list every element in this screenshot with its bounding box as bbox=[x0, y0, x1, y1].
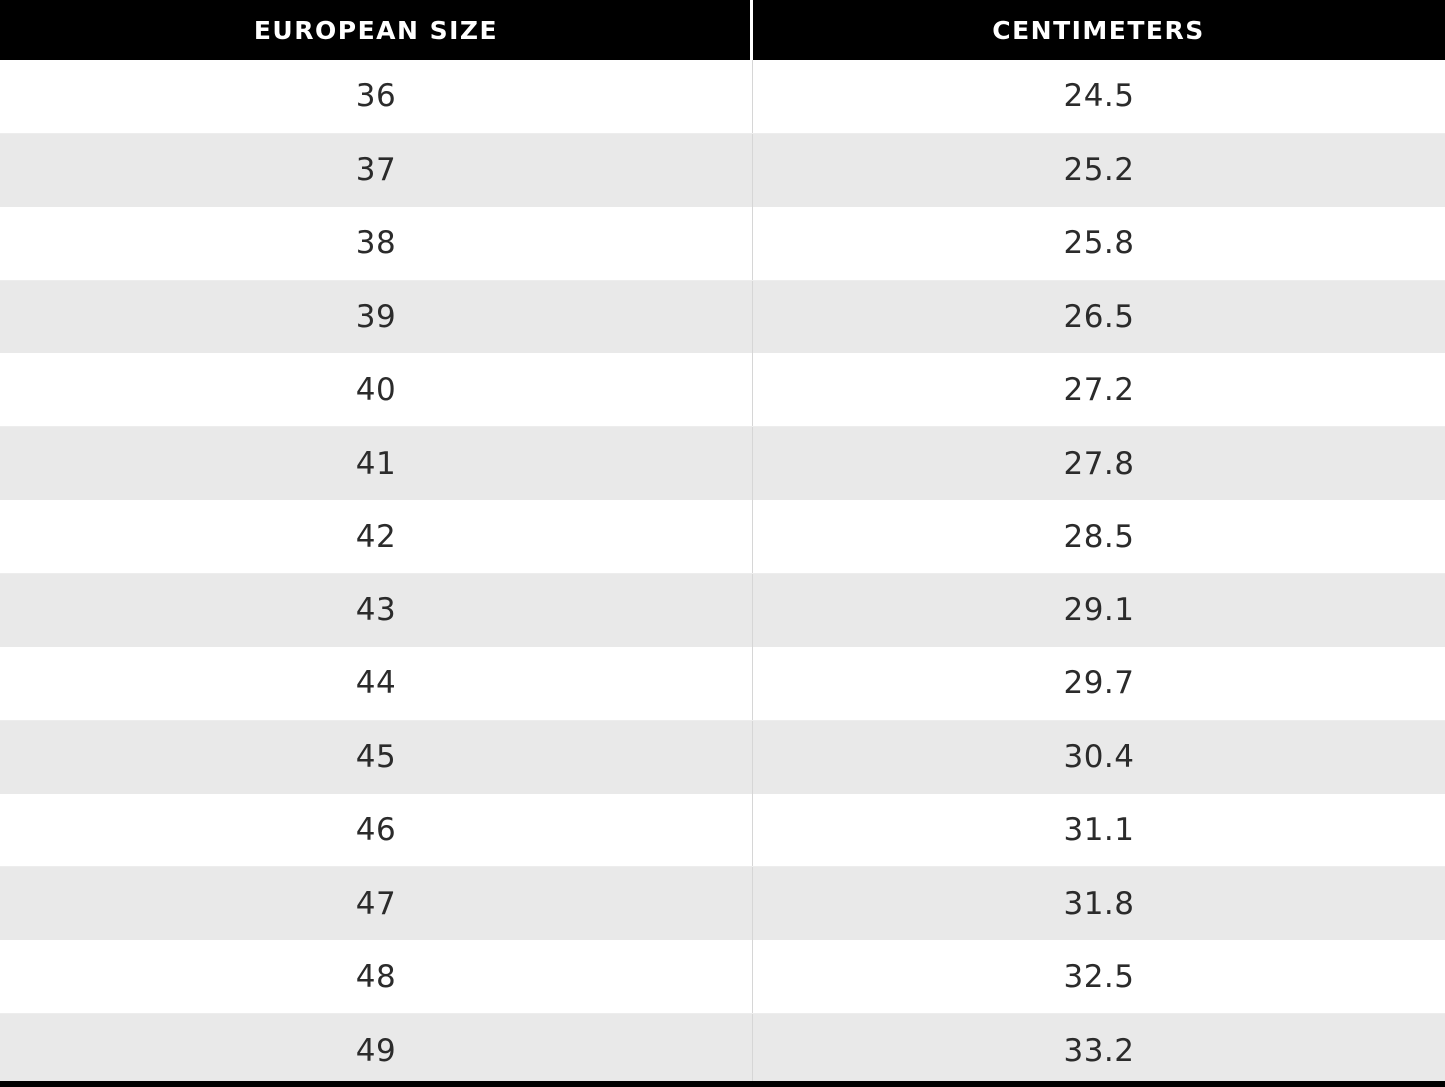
table-row: 40 27.2 bbox=[0, 353, 1445, 428]
cell-european-size: 49 bbox=[355, 1032, 397, 1069]
cell-centimeters: 28.5 bbox=[752, 500, 1445, 574]
table-row: 46 31.1 bbox=[0, 793, 1445, 868]
cell-european-size: 36 bbox=[355, 78, 397, 115]
cell-centimeters: 33.2 bbox=[752, 1014, 1445, 1087]
cell-centimeters: 31.8 bbox=[752, 867, 1445, 941]
cell-european-size: 37 bbox=[355, 152, 397, 189]
table-row: 41 27.8 bbox=[0, 427, 1445, 501]
table-row: 45 30.4 bbox=[0, 720, 1445, 794]
table-row: 44 29.7 bbox=[0, 646, 1445, 721]
table-row: 42 28.5 bbox=[0, 500, 1445, 575]
cell-european-size: 46 bbox=[355, 812, 397, 849]
table-row: 38 25.8 bbox=[0, 206, 1445, 281]
header-centimeters: CENTIMETERS bbox=[992, 15, 1205, 45]
table-body: 36 24.5 37 25.2 38 25.8 39 26.5 40 27.2 41 27.8 42 28… bbox=[0, 60, 1445, 1087]
cell-centimeters: 32.5 bbox=[752, 940, 1445, 1014]
table-row: 47 31.8 bbox=[0, 867, 1445, 941]
cell-centimeters: 27.2 bbox=[752, 353, 1445, 427]
table-row: 39 26.5 bbox=[0, 280, 1445, 354]
header-european-size: EUROPEAN SIZE bbox=[253, 15, 499, 45]
cell-centimeters: 31.1 bbox=[752, 793, 1445, 867]
cell-european-size: 41 bbox=[355, 445, 397, 482]
cell-european-size: 40 bbox=[355, 371, 397, 408]
cell-european-size: 44 bbox=[355, 665, 397, 702]
table-header-row: EUROPEAN SIZE CENTIMETERS bbox=[0, 0, 1445, 60]
header-column-divider bbox=[750, 0, 753, 60]
table-row: 37 25.2 bbox=[0, 133, 1445, 207]
cell-european-size: 45 bbox=[355, 739, 397, 776]
cell-centimeters: 29.1 bbox=[752, 574, 1445, 647]
cell-centimeters: 30.4 bbox=[752, 720, 1445, 794]
cell-centimeters: 25.8 bbox=[752, 206, 1445, 280]
cell-european-size: 48 bbox=[355, 958, 397, 995]
table-row: 36 24.5 bbox=[0, 60, 1445, 134]
table-row: 48 32.5 bbox=[0, 940, 1445, 1015]
cell-centimeters: 25.2 bbox=[752, 133, 1445, 207]
cell-centimeters: 26.5 bbox=[752, 280, 1445, 354]
cell-centimeters: 27.8 bbox=[752, 427, 1445, 501]
cell-european-size: 43 bbox=[355, 592, 397, 629]
cell-european-size: 42 bbox=[355, 518, 397, 555]
cell-centimeters: 24.5 bbox=[752, 60, 1445, 133]
cell-european-size: 38 bbox=[355, 225, 397, 262]
table-row: 49 33.2 bbox=[0, 1014, 1445, 1087]
cell-centimeters: 29.7 bbox=[752, 646, 1445, 720]
table-row: 43 29.1 bbox=[0, 574, 1445, 647]
table-bottom-border bbox=[0, 1081, 1445, 1087]
cell-european-size: 39 bbox=[355, 299, 397, 335]
cell-european-size: 47 bbox=[355, 885, 397, 922]
